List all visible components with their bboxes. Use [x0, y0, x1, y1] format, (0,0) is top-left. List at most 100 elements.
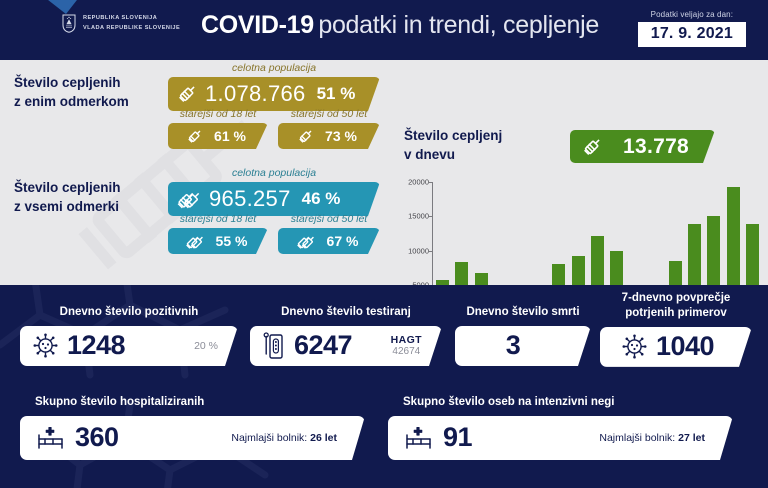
seven-day-caption: 7-dnevno povprečje potrjenih primerov: [600, 291, 752, 321]
chart-y-tick-label: 15000: [408, 211, 429, 221]
chart-y-tick: [429, 250, 433, 252]
full-label-line2: z vsemi odmerki: [14, 199, 120, 215]
daily-tests-card: 6247 HAGT 42674: [250, 326, 442, 366]
chart-bar: [436, 279, 449, 285]
test-kit-icon: [263, 332, 285, 360]
syringe-icon: [580, 136, 604, 158]
chart-bar: [746, 223, 759, 285]
daily-vaccinations-headline: 13.778: [570, 130, 715, 163]
daily-chart-title: Število cepljenj v dnevu: [404, 126, 502, 164]
one-dose-total-value: 1.078.766: [205, 81, 306, 106]
vaccination-one-dose-total: celotna populacija 1.078.766 51 %: [168, 62, 380, 111]
chart-bar: [687, 223, 701, 285]
daily-deaths-value: 3: [505, 330, 521, 361]
stat-daily-tests: Dnevno število testiranj 6247 HAGT 42674: [250, 305, 442, 366]
chart-bar: [610, 250, 624, 285]
seven-day-value: 1040: [655, 331, 715, 362]
stat-daily-positive: Dnevno število pozitivnih: [20, 305, 238, 366]
double-syringe-icon: [185, 233, 205, 250]
full-50-caption: starejši od 50 let: [290, 213, 368, 225]
hospitalized-note-prefix: Najmlajši bolnik:: [231, 431, 311, 444]
coat-of-arms-icon: [62, 14, 76, 33]
vaccination-one-dose-label: Število cepljenih z enim odmerkom: [14, 73, 129, 111]
chart-bar: [591, 236, 604, 285]
vaccination-full-label: Število cepljenih z vsemi odmerki: [14, 178, 121, 216]
chart-bar: [455, 262, 469, 285]
full-total-percent: 46 %: [301, 189, 341, 208]
hospitalized-note-value: 26 let: [310, 431, 337, 444]
one-dose-50-caption: starejši od 50 let: [290, 108, 368, 120]
daily-tests-hagt: HAGT 42674: [375, 334, 422, 357]
government-logo: REPUBLIKA SLOVENIJA VLADA REPUBLIKE SLOV…: [62, 14, 180, 33]
hagt-label: HAGT: [390, 334, 422, 347]
chart-y-tick-label: 10000: [408, 246, 429, 255]
daily-positive-card: 1248 20 %: [20, 326, 238, 366]
daily-positive-percent: 20 %: [194, 339, 218, 352]
chart-plot-area: 050001000015000200001.9.17.9.: [408, 178, 762, 285]
vaccination-one-dose-50plus: starejši od 50 let 73 %: [278, 108, 380, 149]
daily-tests-value: 6247: [294, 330, 353, 361]
hospital-bed-icon: [36, 425, 66, 451]
virus-icon: [622, 334, 647, 359]
double-syringe-icon: [296, 233, 316, 250]
chart-bar: [474, 273, 488, 285]
one-dose-50-pill: 73 %: [278, 123, 380, 149]
title-subtitle: podatki in trendi, cepljenje: [318, 11, 600, 39]
intensive-care-note: Najmlajši bolnik: 27 let: [579, 432, 705, 444]
stat-seven-day-average: 7-dnevno povprečje potrjenih primerov: [600, 291, 752, 367]
hospital-bed-icon: [404, 425, 434, 451]
org-line-2: VLADA REPUBLIKE SLOVENIJE: [83, 24, 181, 31]
chart-bar: [726, 186, 740, 285]
full-label-line1: Število cepljenih: [14, 180, 121, 195]
syringe-icon: [176, 83, 198, 105]
one-dose-label-line2: z enim odmerkom: [14, 94, 129, 110]
government-label: REPUBLIKA SLOVENIJA VLADA REPUBLIKE SLOV…: [83, 14, 180, 32]
intensive-care-card: 91 Najmlajši bolnik: 27 let: [388, 416, 733, 460]
org-line-1: REPUBLIKA SLOVENIJA: [83, 15, 158, 22]
syringe-icon: [186, 128, 203, 145]
chart-bar: [668, 261, 682, 285]
daily-deaths-caption: Dnevno število smrti: [466, 306, 580, 318]
full-50-percent: 67 %: [326, 233, 359, 249]
data-date-block: Podatki veljajo za dan: 17. 9. 2021: [637, 10, 746, 47]
stat-daily-deaths: Dnevno število smrti 3: [455, 305, 591, 366]
chart-title-line1: Število cepljenj: [404, 128, 503, 143]
chart-y-tick-label: 5000: [412, 280, 429, 285]
chart-bar: [707, 215, 721, 285]
daily-vaccinations-pill: 13.778: [570, 130, 715, 163]
hospitalized-note: Najmlajši bolnik: 26 let: [211, 432, 337, 444]
daily-tests-caption: Dnevno število testiranj: [281, 306, 411, 318]
intensive-care-value: 91: [443, 422, 473, 453]
one-dose-18-percent: 61 %: [214, 128, 246, 144]
intensive-care-caption: Skupno število oseb na intenzivni negi: [403, 396, 615, 408]
chart-y-tick: [429, 216, 433, 218]
one-dose-18-pill: 61 %: [168, 123, 268, 149]
vaccination-full-50plus: starejši od 50 let 67 %: [278, 213, 380, 254]
one-dose-label-line1: Število cepljenih: [14, 75, 121, 90]
page-title: COVID-19 podatki in trendi, cepljenje: [190, 11, 610, 40]
hospitalized-caption: Skupno število hospitaliziranih: [35, 396, 205, 408]
virus-icon: [33, 333, 58, 358]
title-covid: COVID-19: [200, 11, 314, 39]
page-header: REPUBLIKA SLOVENIJA VLADA REPUBLIKE SLOV…: [0, 0, 768, 60]
one-dose-50-percent: 73 %: [325, 128, 357, 144]
hospitalized-card: 360 Najmlajši bolnik: 26 let: [20, 416, 365, 460]
full-total-pill: 965.257 46 %: [168, 182, 380, 216]
seven-day-caption-line1: 7-dnevno povprečje: [621, 292, 731, 304]
chart-y-tick: [429, 182, 433, 183]
full-18-pill: 55 %: [168, 228, 268, 254]
daily-positive-caption: Dnevno število pozitivnih: [59, 306, 199, 318]
hagt-value: 42674: [392, 346, 421, 358]
date-caption: Podatki veljajo za dan:: [650, 10, 734, 19]
intensive-care-note-value: 27 let: [678, 431, 705, 444]
stat-hospitalized: Skupno število hospitaliziranih: [20, 395, 365, 460]
one-dose-total-caption: celotna populacija: [231, 62, 317, 74]
statistics-section: Dnevno število pozitivnih: [0, 285, 768, 488]
stat-intensive-care: Skupno število oseb na intenzivni negi: [388, 395, 733, 460]
vaccination-full-total: celotna populacija: [168, 167, 380, 216]
full-18-percent: 55 %: [215, 233, 248, 249]
daily-vaccinations-chart: 050001000015000200001.9.17.9.: [404, 178, 764, 285]
full-50-pill: 67 %: [278, 228, 380, 254]
chart-title-line2: v dnevu: [404, 147, 456, 163]
